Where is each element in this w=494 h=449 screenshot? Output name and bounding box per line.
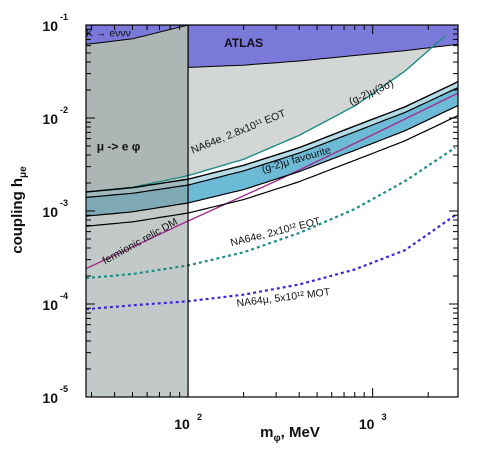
series-line-4 bbox=[86, 80, 458, 193]
series-line-0 bbox=[86, 34, 447, 193]
g2-3sigma-lower-line bbox=[86, 115, 458, 227]
g2-favourite-lower-line bbox=[86, 105, 458, 217]
x-axis-label: mφ, MeV bbox=[260, 424, 320, 444]
atlas-region bbox=[187, 25, 458, 68]
y-tick-exp-2: -3 bbox=[60, 198, 68, 208]
x-tick-exp-1: 3 bbox=[382, 412, 387, 422]
g2-favourite-upper-line bbox=[86, 87, 458, 198]
y-tick-exp-0: -1 bbox=[60, 12, 68, 22]
plot-frame bbox=[85, 24, 459, 398]
series-lines bbox=[86, 34, 458, 311]
y-tick-exp-4: -5 bbox=[60, 384, 68, 394]
y-tick-label-2: 10 bbox=[42, 204, 58, 220]
y-tick-label-1: 10 bbox=[42, 111, 58, 127]
x-tick-label-0: 10 bbox=[174, 416, 190, 432]
shaded-regions bbox=[86, 25, 458, 397]
y-tick-exp-1: -2 bbox=[60, 105, 68, 115]
series-line-2 bbox=[86, 214, 456, 311]
series-line-3 bbox=[86, 92, 458, 270]
annotation-2: μ -> e φ bbox=[97, 139, 141, 153]
annotation-1: ATLAS bbox=[224, 36, 263, 50]
y-tick-label-0: 10 bbox=[42, 18, 58, 34]
y-tick-label-3: 10 bbox=[42, 297, 58, 313]
x-tick-label-1: 10 bbox=[359, 416, 375, 432]
k-decay-region bbox=[86, 25, 189, 45]
x-tick-exp-0: 2 bbox=[197, 412, 202, 422]
y-tick-label-4: 10 bbox=[42, 390, 58, 406]
series-line-1 bbox=[86, 146, 456, 280]
y-tick-exp-3: -4 bbox=[60, 291, 68, 301]
y-axis-label: coupling hμe bbox=[9, 166, 29, 254]
annotation-0: K → eννν bbox=[86, 28, 131, 40]
